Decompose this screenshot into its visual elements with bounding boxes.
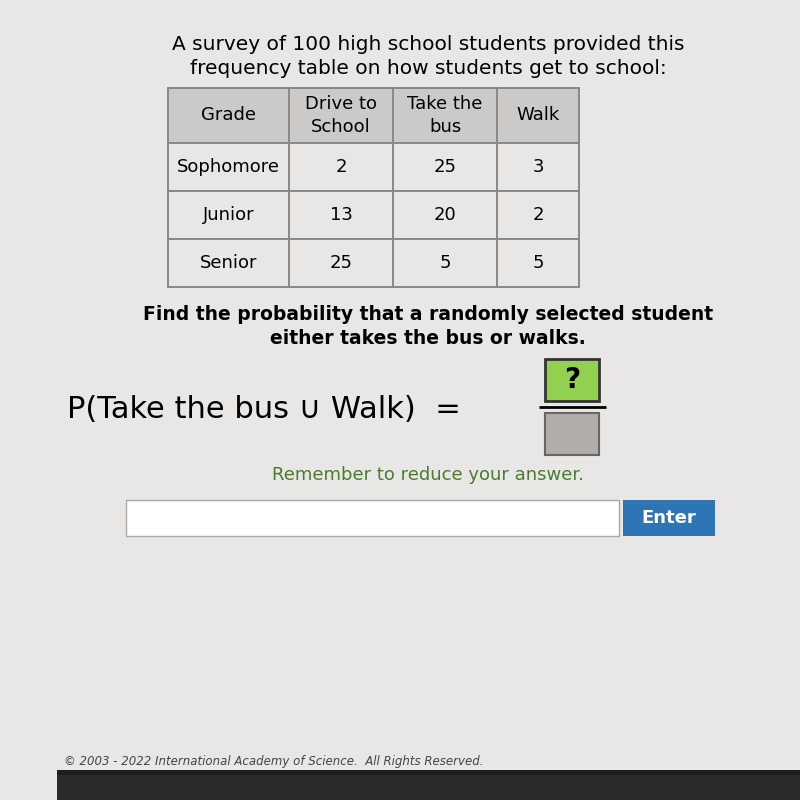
Bar (393, 191, 497, 239)
Bar (546, 359, 599, 401)
Bar (168, 239, 289, 287)
Text: Senior: Senior (200, 254, 258, 272)
Text: 13: 13 (330, 206, 353, 224)
Text: 5: 5 (439, 254, 451, 272)
Text: © 2003 - 2022 International Academy of Science.  All Rights Reserved.: © 2003 - 2022 International Academy of S… (64, 755, 484, 769)
Bar (393, 239, 497, 287)
Bar (289, 239, 393, 287)
Text: 25: 25 (434, 158, 457, 176)
Bar (168, 143, 579, 191)
Bar (393, 88, 497, 143)
Bar (168, 191, 579, 239)
Bar (57, 775, 800, 800)
Bar (126, 500, 619, 536)
Bar (622, 500, 715, 536)
Text: A survey of 100 high school students provided this: A survey of 100 high school students pro… (172, 35, 685, 54)
Bar (168, 191, 289, 239)
Text: either takes the bus or walks.: either takes the bus or walks. (270, 330, 586, 349)
Text: Remember to reduce your answer.: Remember to reduce your answer. (272, 466, 584, 484)
Text: Take the
bus: Take the bus (407, 95, 482, 135)
Text: Sophomore: Sophomore (177, 158, 280, 176)
Bar (168, 239, 579, 287)
Bar (168, 143, 289, 191)
Text: Drive to
School: Drive to School (305, 95, 377, 135)
Text: 3: 3 (532, 158, 544, 176)
Text: Walk: Walk (516, 106, 560, 125)
Text: 20: 20 (434, 206, 457, 224)
Bar (497, 143, 579, 191)
Bar (497, 239, 579, 287)
Text: ?: ? (564, 366, 581, 394)
Bar (497, 191, 579, 239)
Text: Enter: Enter (642, 509, 696, 527)
Bar (497, 88, 579, 143)
Text: Junior: Junior (203, 206, 254, 224)
Text: Find the probability that a randomly selected student: Find the probability that a randomly sel… (143, 306, 714, 325)
Text: P(Take the bus ∪ Walk)  =: P(Take the bus ∪ Walk) = (67, 394, 461, 423)
Text: 2: 2 (532, 206, 544, 224)
Text: 2: 2 (335, 158, 346, 176)
Text: 5: 5 (532, 254, 544, 272)
Bar (168, 88, 289, 143)
Bar (289, 88, 393, 143)
Bar (393, 143, 497, 191)
Bar (168, 88, 579, 143)
Bar (57, 770, 800, 800)
Bar (289, 191, 393, 239)
Text: 25: 25 (330, 254, 353, 272)
Bar (546, 413, 599, 455)
Text: Grade: Grade (201, 106, 256, 125)
Text: frequency table on how students get to school:: frequency table on how students get to s… (190, 58, 666, 78)
Bar (289, 143, 393, 191)
